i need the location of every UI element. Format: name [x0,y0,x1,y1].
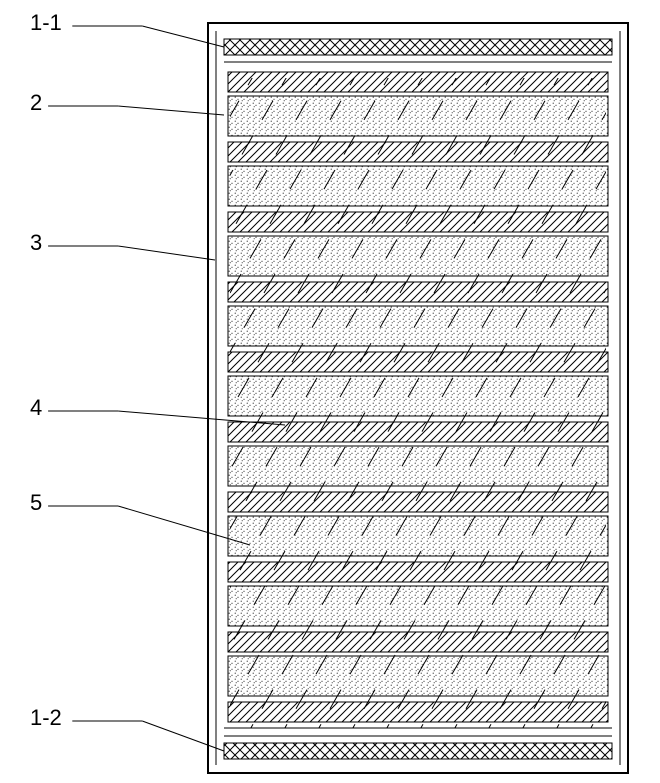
dotted-layer [228,376,608,416]
crosshatch-band-top [224,39,612,55]
dotted-layer [228,166,608,206]
lbl-3: 3 [30,230,42,255]
hatch-layer [228,72,608,92]
dotted-layer [228,96,608,136]
hatch-layer [228,492,608,512]
dotted-layer [228,446,608,486]
lbl-4: 4 [30,395,42,420]
dotted-layer [228,586,608,626]
hatch-layer [228,212,608,232]
crosshatch-band-bottom [224,743,612,759]
hatch-layer [228,632,608,652]
lbl-2: 2 [30,90,42,115]
hatch-layer [228,562,608,582]
lbl-1-1: 1-1 [30,10,62,35]
hatch-layer [228,352,608,372]
hatch-layer [228,702,608,722]
diagram-canvas: 1-1 2 3 4 5 1-2 [0,0,660,783]
lbl-5: 5 [30,490,42,515]
hatch-layer [228,282,608,302]
lbl-1-2: 1-2 [30,705,62,730]
dotted-layer [228,516,608,556]
dotted-layer [228,656,608,696]
